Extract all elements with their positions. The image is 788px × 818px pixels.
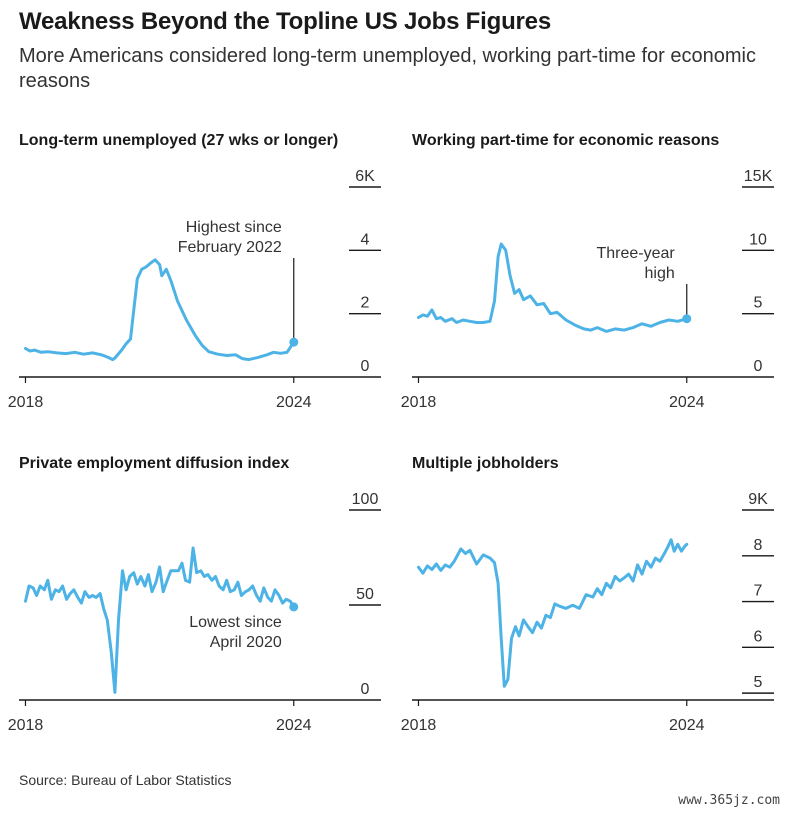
- y-tick-label: 4: [361, 231, 370, 248]
- x-tick-label: 2024: [276, 394, 312, 411]
- y-tick-label: 5: [754, 674, 763, 691]
- chart-svg: 0 50 100 2018 2024 Lowest since April 2020: [8, 491, 381, 734]
- annotation-label: February 2022: [178, 239, 282, 256]
- annotation-point: [289, 602, 299, 612]
- annotation-point: [682, 314, 692, 324]
- y-tick-label: 8: [754, 537, 763, 554]
- y-tick-label: 6K: [355, 168, 375, 185]
- y-tick-label: 9K: [748, 491, 768, 508]
- annotation-label: high: [645, 265, 675, 282]
- x-tick-label: 2024: [669, 394, 705, 411]
- chart-svg: 5 6 7 8 9K 2018 2024: [401, 491, 774, 734]
- annotation-label: Three-year: [597, 245, 676, 262]
- y-tick-label: 15K: [744, 168, 773, 185]
- annotation-point: [289, 337, 299, 347]
- chart-panel-long-term-unemployed: Long-term unemployed (27 wks or longer) …: [8, 132, 389, 422]
- y-tick-label: 0: [361, 358, 370, 375]
- chart-title: Private employment diffusion index: [19, 455, 290, 472]
- chart-title: Multiple jobholders: [412, 455, 559, 472]
- chart-panel-multiple-jobholders: Multiple jobholders 5 6 7 8 9K 2018 2024: [401, 455, 782, 745]
- page-subtitle: More Americans considered long-term unem…: [19, 45, 756, 92]
- y-tick-label: 7: [754, 583, 763, 600]
- series-line: [417, 242, 689, 333]
- x-tick-label: 2018: [401, 717, 437, 734]
- x-tick-label: 2018: [401, 394, 437, 411]
- x-tick-label: 2018: [8, 394, 44, 411]
- series-line: [24, 546, 296, 694]
- watermark: www.365jz.com: [678, 793, 780, 808]
- y-tick-label: 5: [754, 295, 763, 312]
- y-tick-label: 50: [356, 586, 374, 603]
- chart-title: Working part-time for economic reasons: [412, 132, 720, 149]
- y-tick-label: 10: [749, 231, 767, 248]
- chart-panel-part-time-economic: Working part-time for economic reasons 0…: [401, 132, 782, 422]
- y-tick-label: 0: [754, 358, 763, 375]
- chart-svg: 0 5 10 15K 2018 2024 Three-year high: [401, 168, 774, 411]
- source-note: Source: Bureau of Labor Statistics: [19, 772, 232, 788]
- y-tick-label: 2: [361, 295, 370, 312]
- series-line: [24, 258, 296, 362]
- chart-title: Long-term unemployed (27 wks or longer): [19, 132, 339, 149]
- x-tick-label: 2018: [8, 717, 44, 734]
- y-tick-label: 100: [352, 491, 379, 508]
- chart-panel-diffusion-index: Private employment diffusion index 0 50 10…: [8, 455, 389, 745]
- page-title: Weakness Beyond the Topline US Jobs Figu…: [19, 8, 551, 35]
- y-tick-label: 6: [754, 628, 763, 645]
- x-tick-label: 2024: [276, 717, 312, 734]
- x-tick-label: 2024: [669, 717, 705, 734]
- y-tick-label: 0: [361, 681, 370, 698]
- annotation-label: April 2020: [210, 634, 282, 651]
- series-line: [417, 538, 689, 688]
- chart-svg: 0 2 4 6K 2018 2024 Highest since February 2022: [8, 168, 381, 411]
- annotation-label: Highest since: [186, 219, 282, 236]
- annotation-label: Lowest since: [189, 614, 282, 631]
